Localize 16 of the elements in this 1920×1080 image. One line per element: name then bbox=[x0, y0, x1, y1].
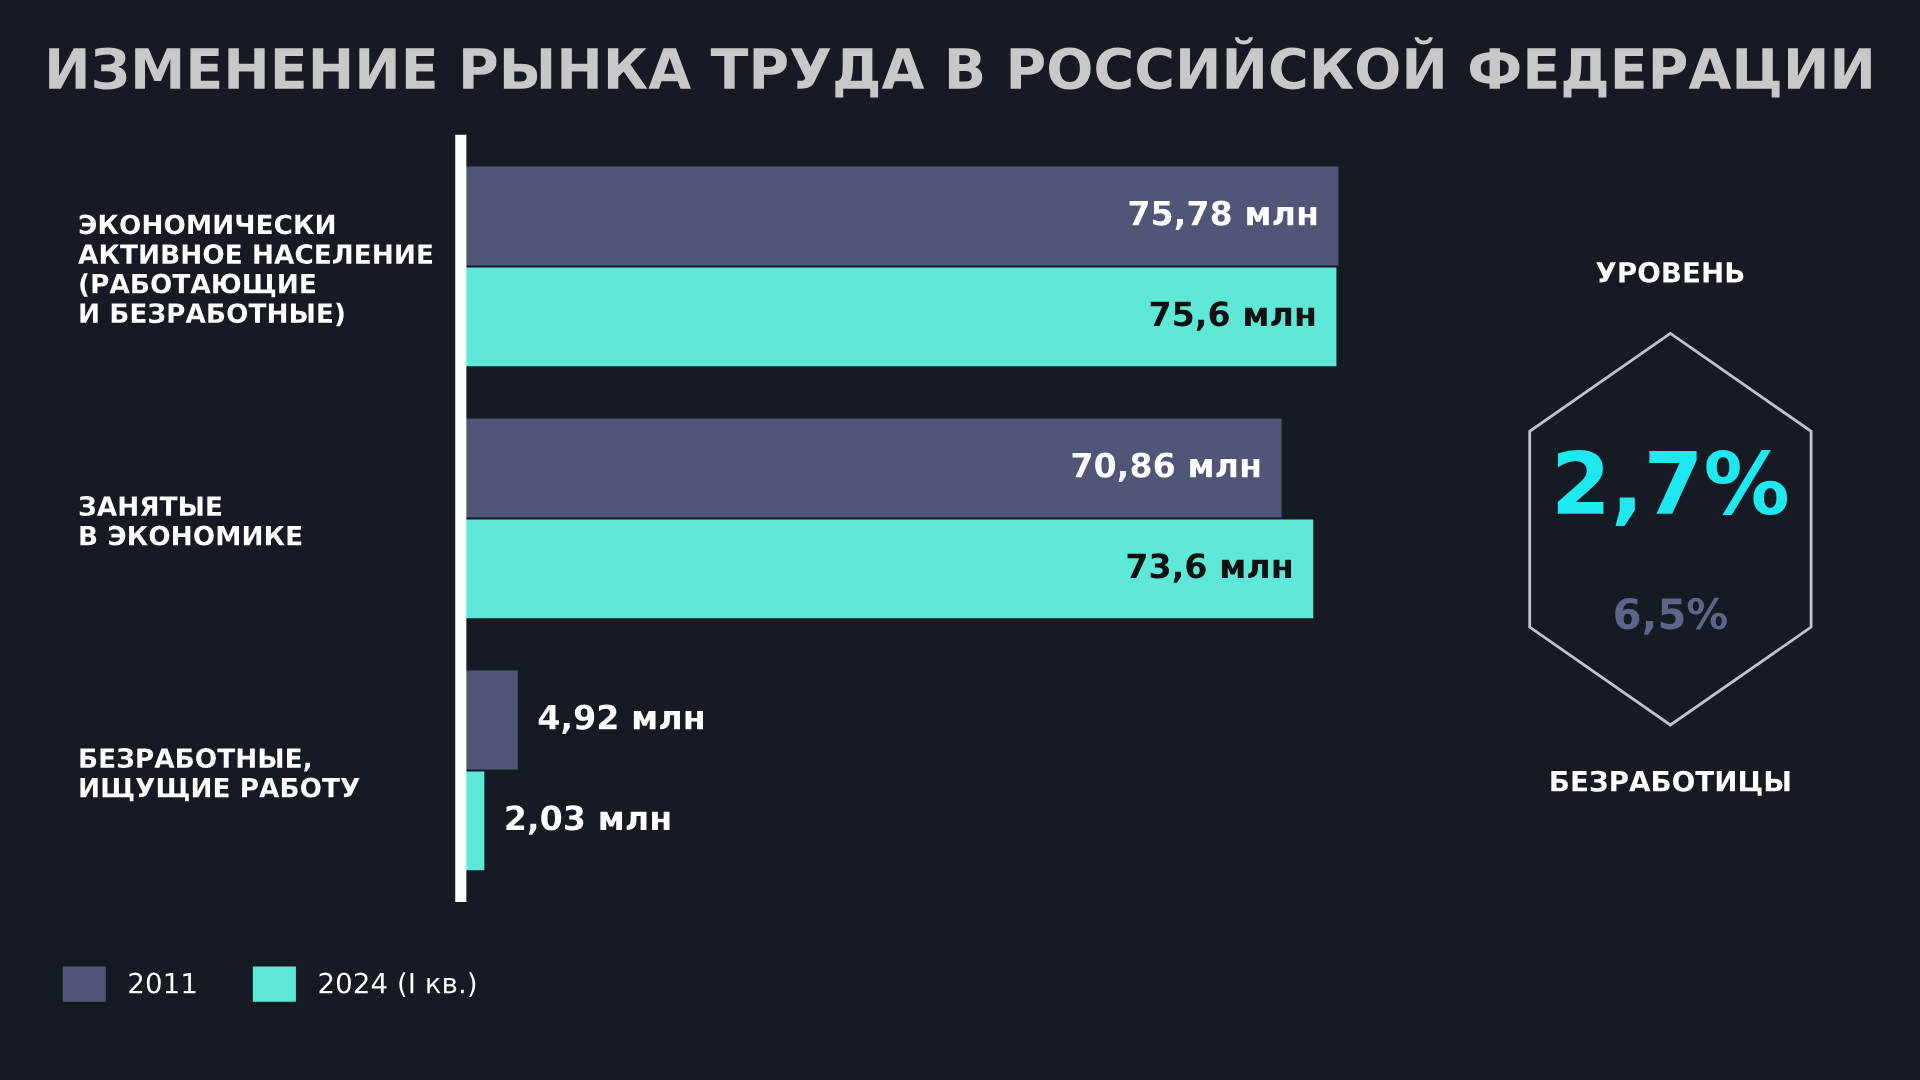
y-tick-label: ЗАНЯТЫЕ В ЭКОНОМИКЕ bbox=[79, 496, 302, 546]
text: БЕЗРАБОТИЦЫ bbox=[1551, 770, 1790, 796]
chart-title: ИЗМЕНЕНИЕ РЫНКА ТРУДА В РОССИЙСКОЙ ФЕДЕРАЦИИ bbox=[49, 37, 1871, 98]
y-tick-label: ЭКОНОМИЧЕСКИ АКТИВНОЕ НАСЕЛЕНИЕ (РАБОТАЮЩИЕ И БЕЗРАБОТНЫЕ) bbox=[78, 214, 433, 327]
text: 6,5% bbox=[1615, 597, 1727, 635]
data-label: 73,6 млн bbox=[1127, 553, 1292, 583]
data-label: 75,78 млн bbox=[1129, 200, 1317, 230]
text: 2,7% bbox=[1557, 449, 1788, 527]
data-label: 70,86 млн bbox=[1072, 452, 1260, 482]
legend-label: 2024 (I кв.) bbox=[319, 972, 476, 997]
data-label: 2,03 млн bbox=[506, 805, 670, 835]
data-label: 75,6 млн bbox=[1150, 301, 1315, 331]
data-label: 4,92 млн bbox=[538, 704, 703, 734]
y-tick-label: БЕЗРАБОТНЫЕ, ИЩУЩИЕ РАБОТУ bbox=[80, 748, 360, 802]
legend-label: 2011 bbox=[129, 972, 196, 994]
text: УРОВЕНЬ bbox=[1596, 261, 1744, 283]
